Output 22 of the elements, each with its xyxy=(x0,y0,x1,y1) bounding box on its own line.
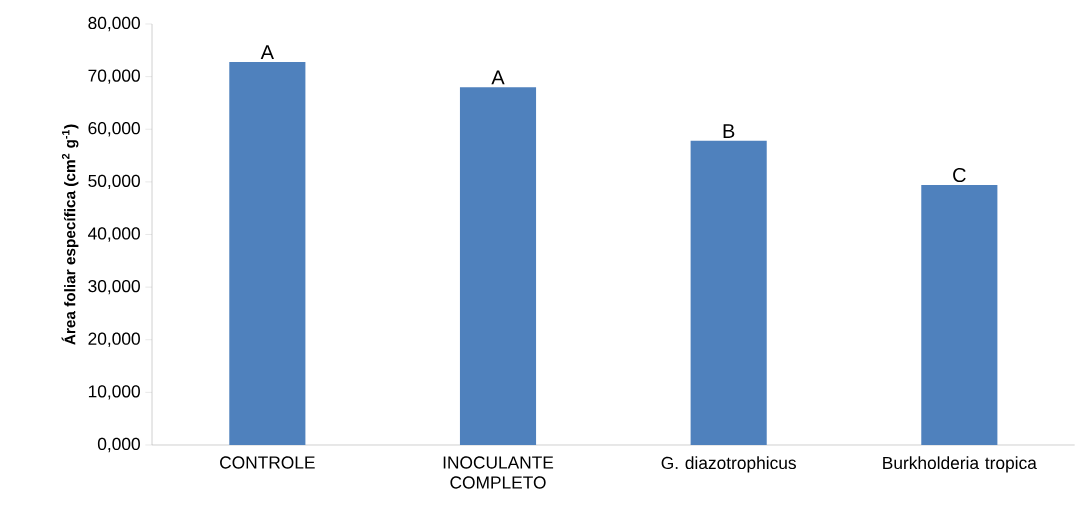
bar xyxy=(690,140,767,445)
x-tick-label: Burkholderia tropica xyxy=(883,456,1037,473)
y-tick-label: 20,000 xyxy=(88,332,140,347)
annotation: C xyxy=(953,167,966,183)
y-tick-label: 30,000 xyxy=(88,279,140,295)
x-tick-label: INOCULANTE COMPLETO xyxy=(443,456,554,489)
y-tick-label: 10,000 xyxy=(88,385,140,400)
y-tick-label: 70,000 xyxy=(88,69,140,84)
x-tick-label: G. diazotrophicus xyxy=(661,456,796,473)
bar xyxy=(921,185,998,445)
y-tick-label: 50,000 xyxy=(88,174,140,190)
x-tick-label: CONTROLE xyxy=(220,456,315,469)
y-axis-title: Área foliar específica (cm$^{2}$ g$^{-1}$) xyxy=(61,124,79,345)
y-tick-label: 40,000 xyxy=(88,227,140,242)
y-tick-label: 0,000 xyxy=(97,437,140,453)
bar xyxy=(459,87,537,445)
annotation: A xyxy=(491,70,505,85)
y-tick-label: 80,000 xyxy=(88,16,140,32)
annotation: A xyxy=(260,45,274,59)
bar xyxy=(229,61,306,445)
annotation: B xyxy=(723,124,735,138)
y-tick-label: 60,000 xyxy=(88,122,140,137)
